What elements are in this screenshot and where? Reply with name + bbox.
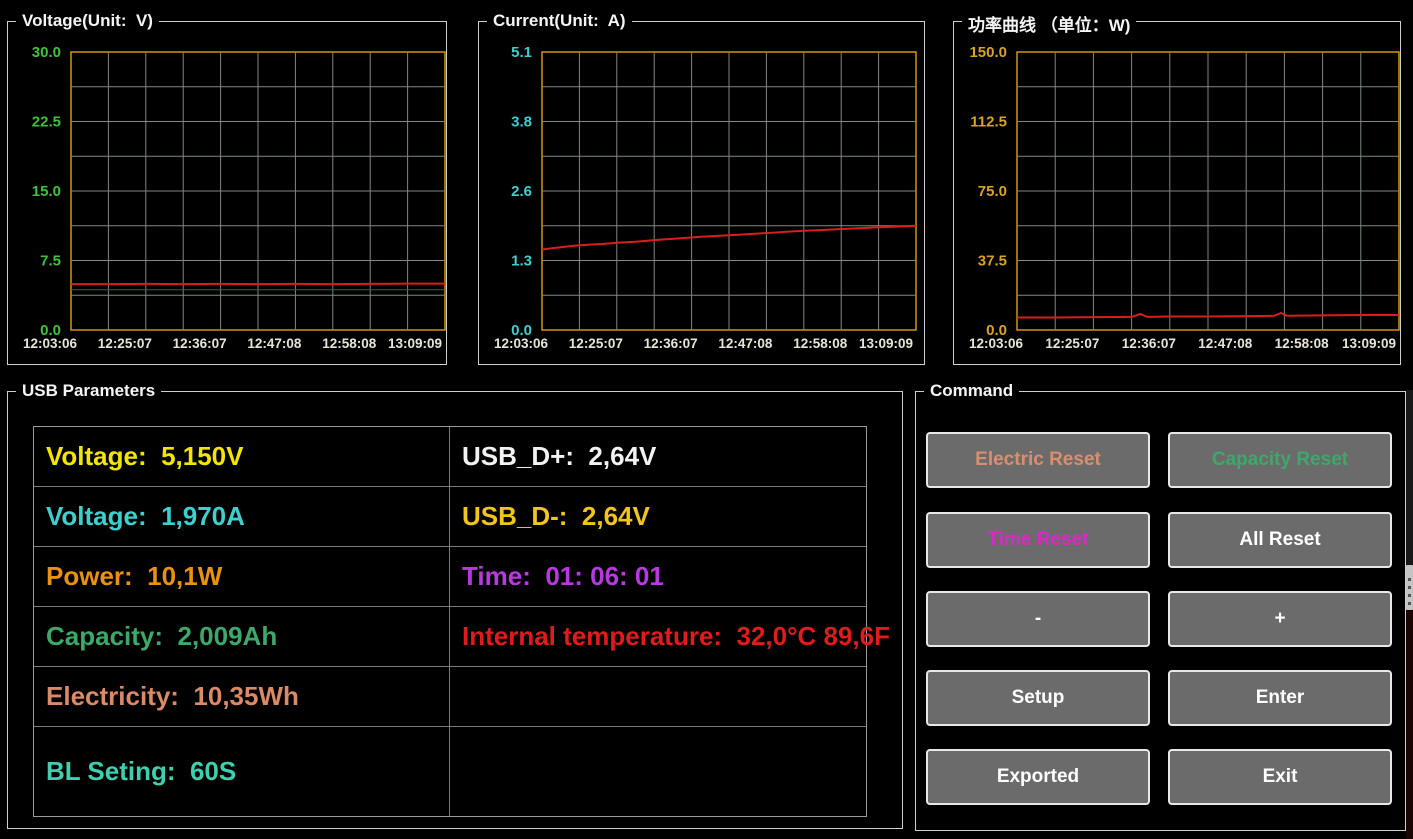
svg-text:12:25:07: 12:25:07 — [1045, 336, 1099, 351]
svg-text:12:03:06: 12:03:06 — [23, 336, 78, 351]
svg-text:75.0: 75.0 — [978, 183, 1007, 200]
svg-text:15.0: 15.0 — [32, 183, 61, 200]
svg-text:12:58:08: 12:58:08 — [793, 336, 848, 351]
svg-text:112.5: 112.5 — [970, 114, 1007, 131]
svg-text:12:36:07: 12:36:07 — [644, 336, 698, 351]
svg-text:13:09:09: 13:09:09 — [388, 336, 442, 351]
svg-text:5.1: 5.1 — [511, 44, 532, 61]
svg-text:37.5: 37.5 — [978, 253, 1007, 270]
svg-text:13:09:09: 13:09:09 — [859, 336, 913, 351]
svg-text:12:03:06: 12:03:06 — [494, 336, 549, 351]
svg-text:12:25:07: 12:25:07 — [98, 336, 152, 351]
svg-text:12:58:08: 12:58:08 — [1275, 336, 1330, 351]
svg-text:12:58:08: 12:58:08 — [322, 336, 377, 351]
svg-text:12:47:08: 12:47:08 — [247, 336, 302, 351]
svg-text:2.6: 2.6 — [511, 183, 532, 200]
svg-text:7.5: 7.5 — [40, 253, 61, 270]
svg-text:13:09:09: 13:09:09 — [1342, 336, 1396, 351]
svg-text:12:03:06: 12:03:06 — [969, 336, 1024, 351]
svg-text:22.5: 22.5 — [32, 114, 61, 131]
svg-text:3.8: 3.8 — [511, 114, 532, 131]
svg-text:30.0: 30.0 — [32, 44, 61, 61]
svg-text:12:36:07: 12:36:07 — [173, 336, 227, 351]
svg-text:150.0: 150.0 — [969, 44, 1007, 61]
svg-text:12:47:08: 12:47:08 — [1198, 336, 1253, 351]
svg-text:1.3: 1.3 — [511, 253, 532, 270]
svg-text:12:25:07: 12:25:07 — [569, 336, 623, 351]
svg-text:12:47:08: 12:47:08 — [718, 336, 773, 351]
svg-text:12:36:07: 12:36:07 — [1122, 336, 1176, 351]
